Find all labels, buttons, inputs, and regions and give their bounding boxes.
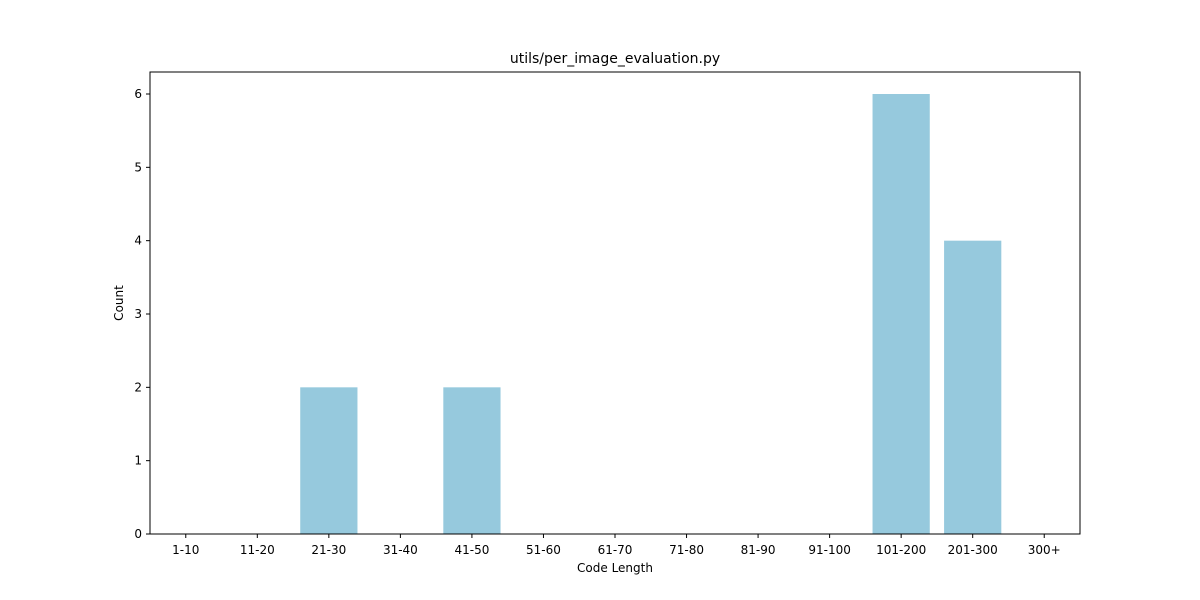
x-tick-label: 1-10 <box>172 543 199 557</box>
x-tick-label: 21-30 <box>311 543 346 557</box>
bar-201-300 <box>944 240 1002 535</box>
y-axis-label: Count <box>112 285 126 321</box>
x-tick-label: 61-70 <box>598 543 633 557</box>
x-tick-label: 101-200 <box>876 543 926 557</box>
x-tick-label: 11-20 <box>240 543 275 557</box>
bar-21-30 <box>300 387 358 534</box>
y-tick-label: 0 <box>134 527 142 541</box>
y-tick-label: 5 <box>134 160 142 174</box>
y-tick-label: 2 <box>134 380 142 394</box>
x-tick-label: 201-300 <box>948 543 998 557</box>
x-tick-label: 91-100 <box>808 543 851 557</box>
plot-frame <box>149 71 1081 535</box>
x-tick-label: 31-40 <box>383 543 418 557</box>
y-tick-label: 1 <box>134 454 142 468</box>
x-tick-label: 300+ <box>1028 543 1061 557</box>
bars-group <box>300 94 1002 535</box>
y-axis: 0 1 2 3 4 5 6 <box>134 87 150 541</box>
x-axis: 1-10 11-20 21-30 31-40 41-50 51-60 61-70 71-80 8… <box>172 534 1061 557</box>
bar-41-50 <box>443 387 501 534</box>
x-tick-label: 81-90 <box>741 543 776 557</box>
x-tick-label: 51-60 <box>526 543 561 557</box>
y-tick-label: 4 <box>134 234 142 248</box>
x-tick-label: 41-50 <box>454 543 489 557</box>
x-tick-label: 71-80 <box>669 543 704 557</box>
chart-title: utils/per_image_evaluation.py <box>510 51 720 67</box>
y-tick-label: 6 <box>134 87 142 101</box>
x-axis-label: Code Length <box>577 561 653 575</box>
y-tick-label: 3 <box>134 307 142 321</box>
bar-101-200 <box>872 94 930 534</box>
